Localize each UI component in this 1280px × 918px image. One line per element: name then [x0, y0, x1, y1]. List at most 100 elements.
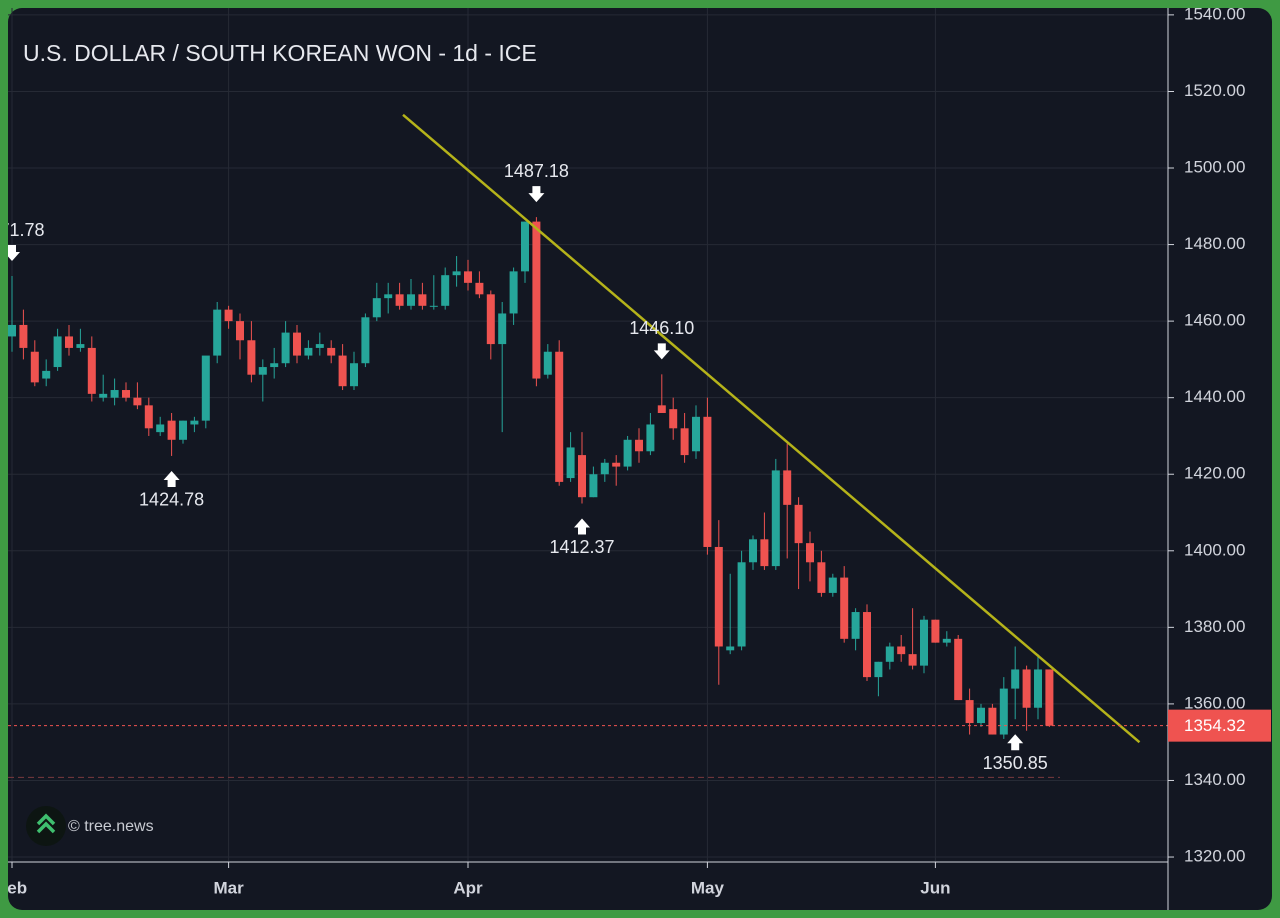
- candle-body: [304, 347, 313, 356]
- candle-body: [532, 221, 541, 379]
- candle-body: [122, 390, 130, 398]
- candle-body: [395, 294, 404, 306]
- candle-body: [908, 654, 917, 666]
- y-tick-label: 1320.00: [1184, 847, 1245, 866]
- candle-body: [977, 707, 985, 724]
- logo-mark: [36, 813, 56, 834]
- candle-body: [635, 439, 643, 452]
- candle-body: [714, 546, 723, 647]
- candle-body: [327, 347, 336, 356]
- candle-body: [828, 577, 837, 593]
- candle-body: [954, 638, 963, 701]
- candle-body: [486, 294, 495, 345]
- candle-body: [133, 397, 142, 406]
- candle-body: [578, 455, 586, 498]
- arrow-down: [653, 343, 670, 360]
- candle-body: [372, 298, 381, 318]
- candle-body: [1034, 669, 1042, 708]
- chart-title: U.S. DOLLAR / SOUTH KOREAN WON - 1d - IC…: [23, 40, 537, 66]
- candle-body: [509, 271, 518, 314]
- candle-body: [874, 661, 883, 678]
- candle-body: [692, 416, 700, 452]
- x-tick-label: Feb: [0, 878, 27, 897]
- candle-body: [201, 355, 210, 421]
- candle-body: [726, 646, 735, 651]
- candle-body: [213, 309, 222, 356]
- candle-body: [669, 409, 678, 429]
- candle-body: [646, 424, 655, 452]
- candle-body: [931, 619, 940, 643]
- candle-body: [452, 271, 461, 276]
- candle-body: [293, 332, 301, 356]
- candle-body: [885, 646, 894, 662]
- candle-body: [999, 688, 1008, 735]
- candle-body: [258, 367, 267, 375]
- candle-body: [407, 294, 415, 306]
- x-tick-label: Jun: [920, 878, 950, 897]
- candle-body: [589, 474, 598, 498]
- candle-body: [167, 420, 176, 440]
- candle-body: [566, 447, 575, 479]
- candle-body: [749, 539, 757, 563]
- candle-body: [144, 405, 153, 429]
- candle-body: [1011, 669, 1020, 689]
- y-tick-label: 1440.00: [1184, 387, 1245, 406]
- candle-body: [361, 317, 370, 364]
- candle-body: [920, 619, 928, 666]
- y-tick-label: 1420.00: [1184, 464, 1245, 483]
- candle-body: [760, 539, 769, 567]
- candle-body: [543, 351, 552, 375]
- last-price-box: [1168, 709, 1271, 742]
- low-label: 1350.85: [983, 753, 1048, 773]
- arrow-down: [528, 186, 545, 203]
- candle-body: [521, 221, 529, 272]
- candle-body: [19, 324, 28, 348]
- candle-body: [429, 305, 438, 307]
- y-tick-label: 1360.00: [1184, 693, 1245, 712]
- arrow-up: [1007, 734, 1024, 751]
- candle-body: [8, 324, 16, 337]
- candle-body: [737, 562, 746, 647]
- candle-body: [315, 344, 324, 348]
- candle-body: [851, 612, 860, 639]
- candle-body: [418, 294, 427, 306]
- high-label: 1487.18: [504, 161, 569, 181]
- grid: [8, 8, 1168, 862]
- candle-body: [942, 638, 951, 643]
- candle-body: [1045, 669, 1054, 726]
- x-tick-label: Mar: [213, 878, 244, 897]
- last-price-label: 1354.32: [1184, 716, 1245, 735]
- candle-body: [806, 543, 814, 563]
- candle-body: [680, 428, 689, 456]
- candle-body: [965, 700, 974, 724]
- candle-body: [817, 562, 826, 593]
- candle-body: [42, 370, 51, 379]
- candle-body: [110, 390, 119, 398]
- candle-body: [350, 363, 358, 387]
- candle-body: [840, 577, 849, 639]
- candle-body: [384, 294, 393, 299]
- candle-body: [338, 355, 347, 387]
- candle-body: [53, 336, 62, 368]
- candle-body: [623, 439, 632, 467]
- candle-body: [65, 336, 73, 348]
- arrow-up: [574, 518, 590, 535]
- candle-body: [783, 470, 792, 505]
- y-tick-label: 1540.00: [1184, 4, 1245, 23]
- candle-body: [30, 351, 39, 383]
- y-tick-label: 1340.00: [1184, 770, 1245, 789]
- candle-body: [794, 504, 803, 544]
- candle-body: [703, 416, 712, 547]
- arrow-down: [8, 245, 20, 262]
- x-tick-label: May: [691, 878, 725, 897]
- y-tick-label: 1500.00: [1184, 157, 1245, 176]
- candle-body: [224, 309, 233, 322]
- candle-body: [771, 470, 780, 567]
- candle-body: [179, 420, 187, 440]
- candle-body: [190, 420, 199, 425]
- plot-area: [8, 113, 1168, 778]
- y-tick-label: 1380.00: [1184, 617, 1245, 636]
- candle-body: [475, 282, 484, 295]
